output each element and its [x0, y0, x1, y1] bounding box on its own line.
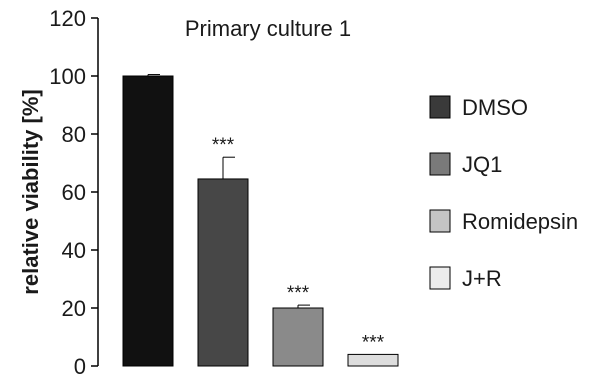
significance-mark: ***	[362, 332, 385, 353]
legend-label: JQ1	[462, 152, 502, 177]
y-tick-label: 100	[49, 64, 86, 89]
y-axis-label: relative viability [%]	[18, 89, 43, 294]
legend: DMSO JQ1 Romidepsin J+R	[429, 95, 578, 291]
significance-mark: ***	[212, 135, 235, 156]
bars: *** *** ***	[122, 74, 399, 367]
y-tick-label: 120	[49, 6, 86, 31]
y-tick-label: 40	[62, 238, 86, 263]
y-axis: 0 20 40 60 80 100 120	[49, 6, 99, 378]
legend-swatch	[429, 209, 451, 233]
bar-dmso	[122, 75, 174, 367]
y-tick-label: 60	[62, 180, 86, 205]
bar-j-r	[347, 353, 399, 367]
legend-swatch	[429, 95, 451, 119]
legend-swatch	[429, 266, 451, 290]
bar-jq1	[197, 178, 249, 367]
legend-label: DMSO	[462, 95, 528, 120]
significance-mark: ***	[287, 283, 310, 304]
legend-label: J+R	[462, 266, 502, 291]
bar-romidepsin	[272, 307, 324, 367]
legend-label: Romidepsin	[462, 209, 578, 234]
y-tick-label: 80	[62, 122, 86, 147]
y-tick-label: 20	[62, 296, 86, 321]
y-tick-label: 0	[74, 354, 86, 378]
legend-swatch	[429, 152, 451, 176]
chart-title: Primary culture 1	[185, 16, 351, 41]
